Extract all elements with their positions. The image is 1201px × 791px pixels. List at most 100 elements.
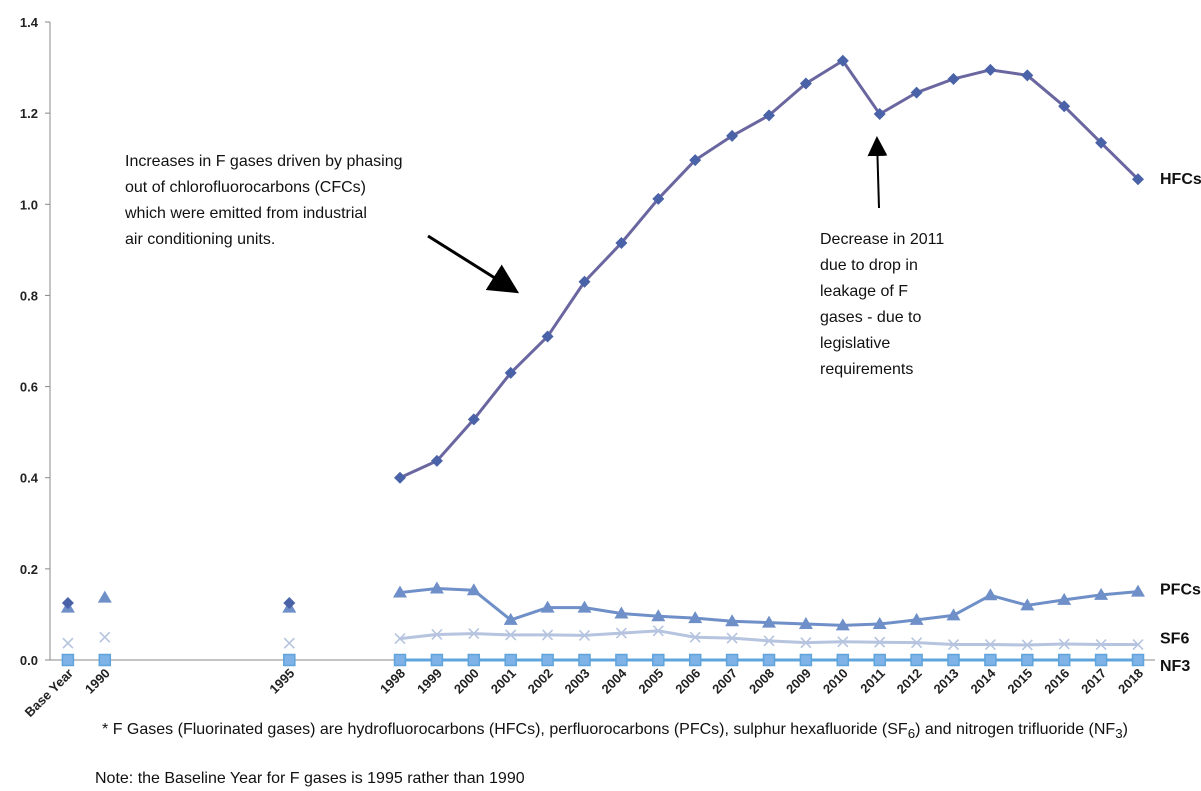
marker <box>393 653 407 667</box>
footnote-sub: 3 <box>1115 726 1123 742</box>
marker <box>468 628 480 640</box>
series-line <box>656 158 697 201</box>
x-tick-label: 1999 <box>414 666 445 697</box>
marker <box>836 54 849 67</box>
series-line <box>619 629 660 635</box>
marker <box>577 600 592 613</box>
series-line <box>1062 104 1103 145</box>
y-tick-label: 0.0 <box>20 653 38 668</box>
series-line <box>952 68 992 81</box>
series-line <box>988 68 1029 77</box>
series-line <box>1099 590 1140 597</box>
marker <box>430 653 444 667</box>
marker <box>504 653 517 667</box>
marker <box>725 614 740 627</box>
series-line <box>878 618 919 626</box>
y-tick-label: 0.8 <box>20 288 38 303</box>
x-tick-label: 2014 <box>967 665 999 697</box>
marker <box>726 129 739 142</box>
series-line <box>1062 593 1103 602</box>
series-line <box>767 621 808 626</box>
series-line <box>472 371 513 421</box>
x-tick-label: 2005 <box>635 666 666 697</box>
x-tick-label: 1995 <box>266 666 297 697</box>
marker <box>578 629 591 641</box>
marker <box>615 237 628 250</box>
series-line <box>804 59 845 86</box>
chart: 0.0 0.2 0.4 0.6 0.8 1.0 1.2 1.4 Base Year 1990 199… <box>20 15 1201 720</box>
annotation: out of chlorofluorocarbons (CFCs) <box>125 179 366 196</box>
marker <box>689 631 701 643</box>
marker <box>1132 638 1144 651</box>
marker <box>505 629 517 641</box>
series-line <box>472 632 513 637</box>
marker <box>726 632 738 644</box>
marker <box>1131 653 1145 667</box>
marker <box>283 597 296 610</box>
marker <box>1021 653 1034 667</box>
series-line <box>583 631 623 637</box>
y-tick-label: 0.2 <box>20 562 38 577</box>
marker <box>541 653 554 667</box>
marker <box>1057 653 1071 667</box>
marker <box>947 638 960 651</box>
x-tick-label: 2004 <box>598 665 630 697</box>
x-tick-label: 2006 <box>672 666 703 697</box>
series-line <box>619 197 660 245</box>
marker <box>946 608 961 621</box>
marker <box>873 108 886 121</box>
marker <box>909 612 924 625</box>
marker <box>873 653 886 667</box>
annotation: air conditioning units. <box>125 231 275 248</box>
annotation-arrow <box>867 136 888 209</box>
marker <box>947 653 960 667</box>
marker <box>651 609 666 622</box>
x-tick-label: 2017 <box>1078 666 1109 697</box>
marker <box>1021 639 1033 651</box>
series-line <box>619 612 660 618</box>
marker <box>762 615 776 628</box>
marker <box>615 627 627 639</box>
series-line <box>915 641 955 647</box>
note: Note: the Baseline Year for F gases is 1… <box>95 770 525 787</box>
marker <box>910 86 923 99</box>
series-line <box>693 134 734 162</box>
x-tick-label: 2012 <box>894 666 925 697</box>
x-tick-label: 2018 <box>1115 666 1146 697</box>
marker <box>62 637 74 649</box>
series-line <box>730 619 771 625</box>
marker <box>947 72 960 85</box>
series-line <box>398 586 439 595</box>
series-line <box>1025 642 1066 647</box>
marker <box>504 366 517 379</box>
series-line <box>435 417 476 463</box>
series-label: PFCs <box>1160 582 1201 599</box>
marker <box>1058 638 1070 650</box>
marker <box>872 616 887 629</box>
marker <box>799 77 812 90</box>
y-tick-label: 0.4 <box>20 471 39 486</box>
marker <box>466 583 481 596</box>
marker <box>540 600 555 613</box>
annotation-arrow <box>427 234 520 294</box>
marker <box>283 653 296 667</box>
marker <box>1095 638 1107 651</box>
marker <box>393 585 407 598</box>
marker <box>689 154 702 167</box>
series-line <box>915 613 955 622</box>
series-line <box>915 77 955 95</box>
marker <box>836 653 850 667</box>
series-line <box>435 586 476 592</box>
marker <box>763 109 775 122</box>
marker <box>688 653 702 667</box>
marker <box>467 653 481 667</box>
annotation: due to drop in <box>820 257 918 274</box>
marker <box>835 618 850 631</box>
series-line <box>583 241 623 284</box>
series-line <box>509 334 550 375</box>
series-label: NF3 <box>1160 658 1190 675</box>
marker <box>800 637 812 649</box>
series-label: SF6 <box>1160 631 1189 648</box>
series-line <box>398 632 439 641</box>
